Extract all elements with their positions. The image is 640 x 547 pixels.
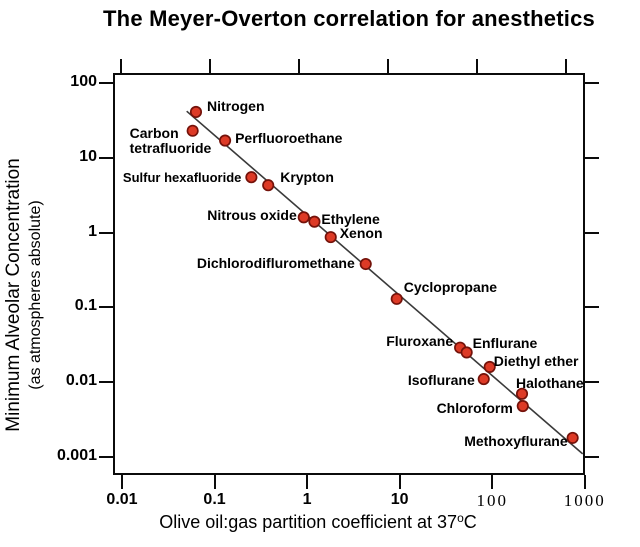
point-label: Cyclopropane	[404, 280, 497, 295]
point-label: Isoflurane	[407, 371, 475, 388]
point-label: Methoxyflurane	[464, 434, 567, 449]
y-tick-mark-left	[99, 306, 113, 309]
x-tick-label: 100	[476, 491, 508, 510]
x-tick-label: 1000	[563, 491, 606, 510]
x-tick-mark-bottom	[491, 475, 494, 489]
point-label: Ethylene	[321, 212, 379, 227]
y-tick-mark-right	[585, 231, 599, 234]
y-tick-mark-right	[585, 156, 599, 159]
y-tick-label: 10	[79, 147, 97, 165]
y-tick-mark-left	[99, 456, 113, 458]
y-tick-mark-right	[585, 82, 599, 84]
y-tick-mark-right	[585, 381, 599, 384]
x-tick-mark-bottom	[398, 475, 401, 489]
point-label: Fluroxane	[386, 334, 453, 349]
y-tick-mark-right	[585, 306, 599, 309]
point-label-line: tetrafluoride	[129, 139, 212, 156]
plot-frame	[113, 73, 585, 475]
x-tick-label: 0.01	[106, 491, 138, 508]
y-tick-label: 0.1	[74, 297, 97, 315]
degree-symbol: o	[457, 511, 464, 525]
point-label: Nitrogen	[207, 99, 265, 114]
y-tick-label: 1	[88, 222, 97, 240]
x-tick-mark-top	[297, 59, 300, 73]
y-tick-label: 0.01	[65, 372, 97, 390]
x-axis-label-unit: C	[463, 512, 477, 532]
x-tick-label: 10	[390, 491, 409, 508]
point-label-line: Fluroxane	[386, 333, 454, 350]
point-label-line: Dichlorodifluromethane	[196, 254, 355, 271]
x-tick-mark-bottom	[121, 475, 123, 489]
point-label: Chloroform	[436, 399, 513, 416]
x-tick-mark-top	[386, 59, 389, 73]
y-tick-mark-left	[99, 381, 113, 384]
point-label: Dichlorodifluromethane	[196, 254, 355, 271]
x-tick-mark-bottom	[583, 475, 586, 489]
point-label: Nitrous oxide	[207, 206, 297, 223]
point-label-line: Cyclopropane	[403, 279, 498, 296]
point-label-line: Chloroform	[436, 399, 513, 416]
point-label-line: Perfluoroethane	[235, 130, 343, 147]
point-label: Krypton	[280, 168, 334, 185]
x-tick-mark-top	[120, 59, 122, 73]
point-label-line: Nitrous oxide	[207, 206, 297, 223]
point-label-line: Carbon	[129, 124, 179, 141]
point-label-line: Diethyl ether	[493, 353, 579, 370]
point-label-line: Methoxyflurane	[464, 433, 568, 450]
x-tick-mark-top	[564, 59, 567, 73]
y-axis-label: Minimum Alveolar Concentration	[3, 158, 24, 432]
x-tick-label: 0.1	[203, 491, 226, 508]
point-label: Halothane	[516, 376, 584, 391]
x-axis-label-text: Olive oil:gas partition coefficient at 3…	[159, 512, 458, 532]
x-tick-mark-bottom	[306, 475, 309, 489]
y-tick-label: 100	[70, 73, 97, 90]
point-label-line: Xenon	[339, 224, 383, 241]
y-tick-mark-right	[585, 456, 599, 458]
x-tick-label: 1	[302, 491, 312, 508]
x-tick-mark-top	[208, 59, 211, 73]
point-label: Enflurane	[472, 334, 538, 351]
point-label-line: Isoflurane	[407, 371, 475, 388]
point-label: Carbon tetrafluoride	[129, 124, 212, 156]
point-label-line: Ethylene	[321, 211, 380, 228]
y-tick-mark-left	[99, 231, 113, 234]
y-tick-label: 0.001	[56, 447, 97, 464]
y-tick-mark-left	[99, 82, 113, 84]
point-label: Sulfur hexafluoride	[123, 170, 241, 185]
point-label-line: Nitrogen	[206, 98, 265, 115]
point-label-line: Sulfur hexafluoride	[122, 169, 242, 185]
point-label: Perfluoroethane	[235, 131, 342, 146]
x-axis-label: Olive oil:gas partition coefficient at 3…	[0, 511, 636, 533]
x-tick-mark-top	[475, 59, 478, 73]
point-label-line: Krypton	[280, 168, 334, 185]
point-label-line: Halothane	[516, 375, 584, 392]
point-label-line: Enflurane	[472, 334, 538, 351]
x-tick-mark-bottom	[213, 475, 216, 489]
point-label: Xenon	[339, 224, 383, 241]
y-tick-mark-left	[99, 156, 113, 159]
chart-title: The Meyer-Overton correlation for anesth…	[103, 6, 595, 31]
point-label: Diethyl ether	[494, 354, 579, 369]
